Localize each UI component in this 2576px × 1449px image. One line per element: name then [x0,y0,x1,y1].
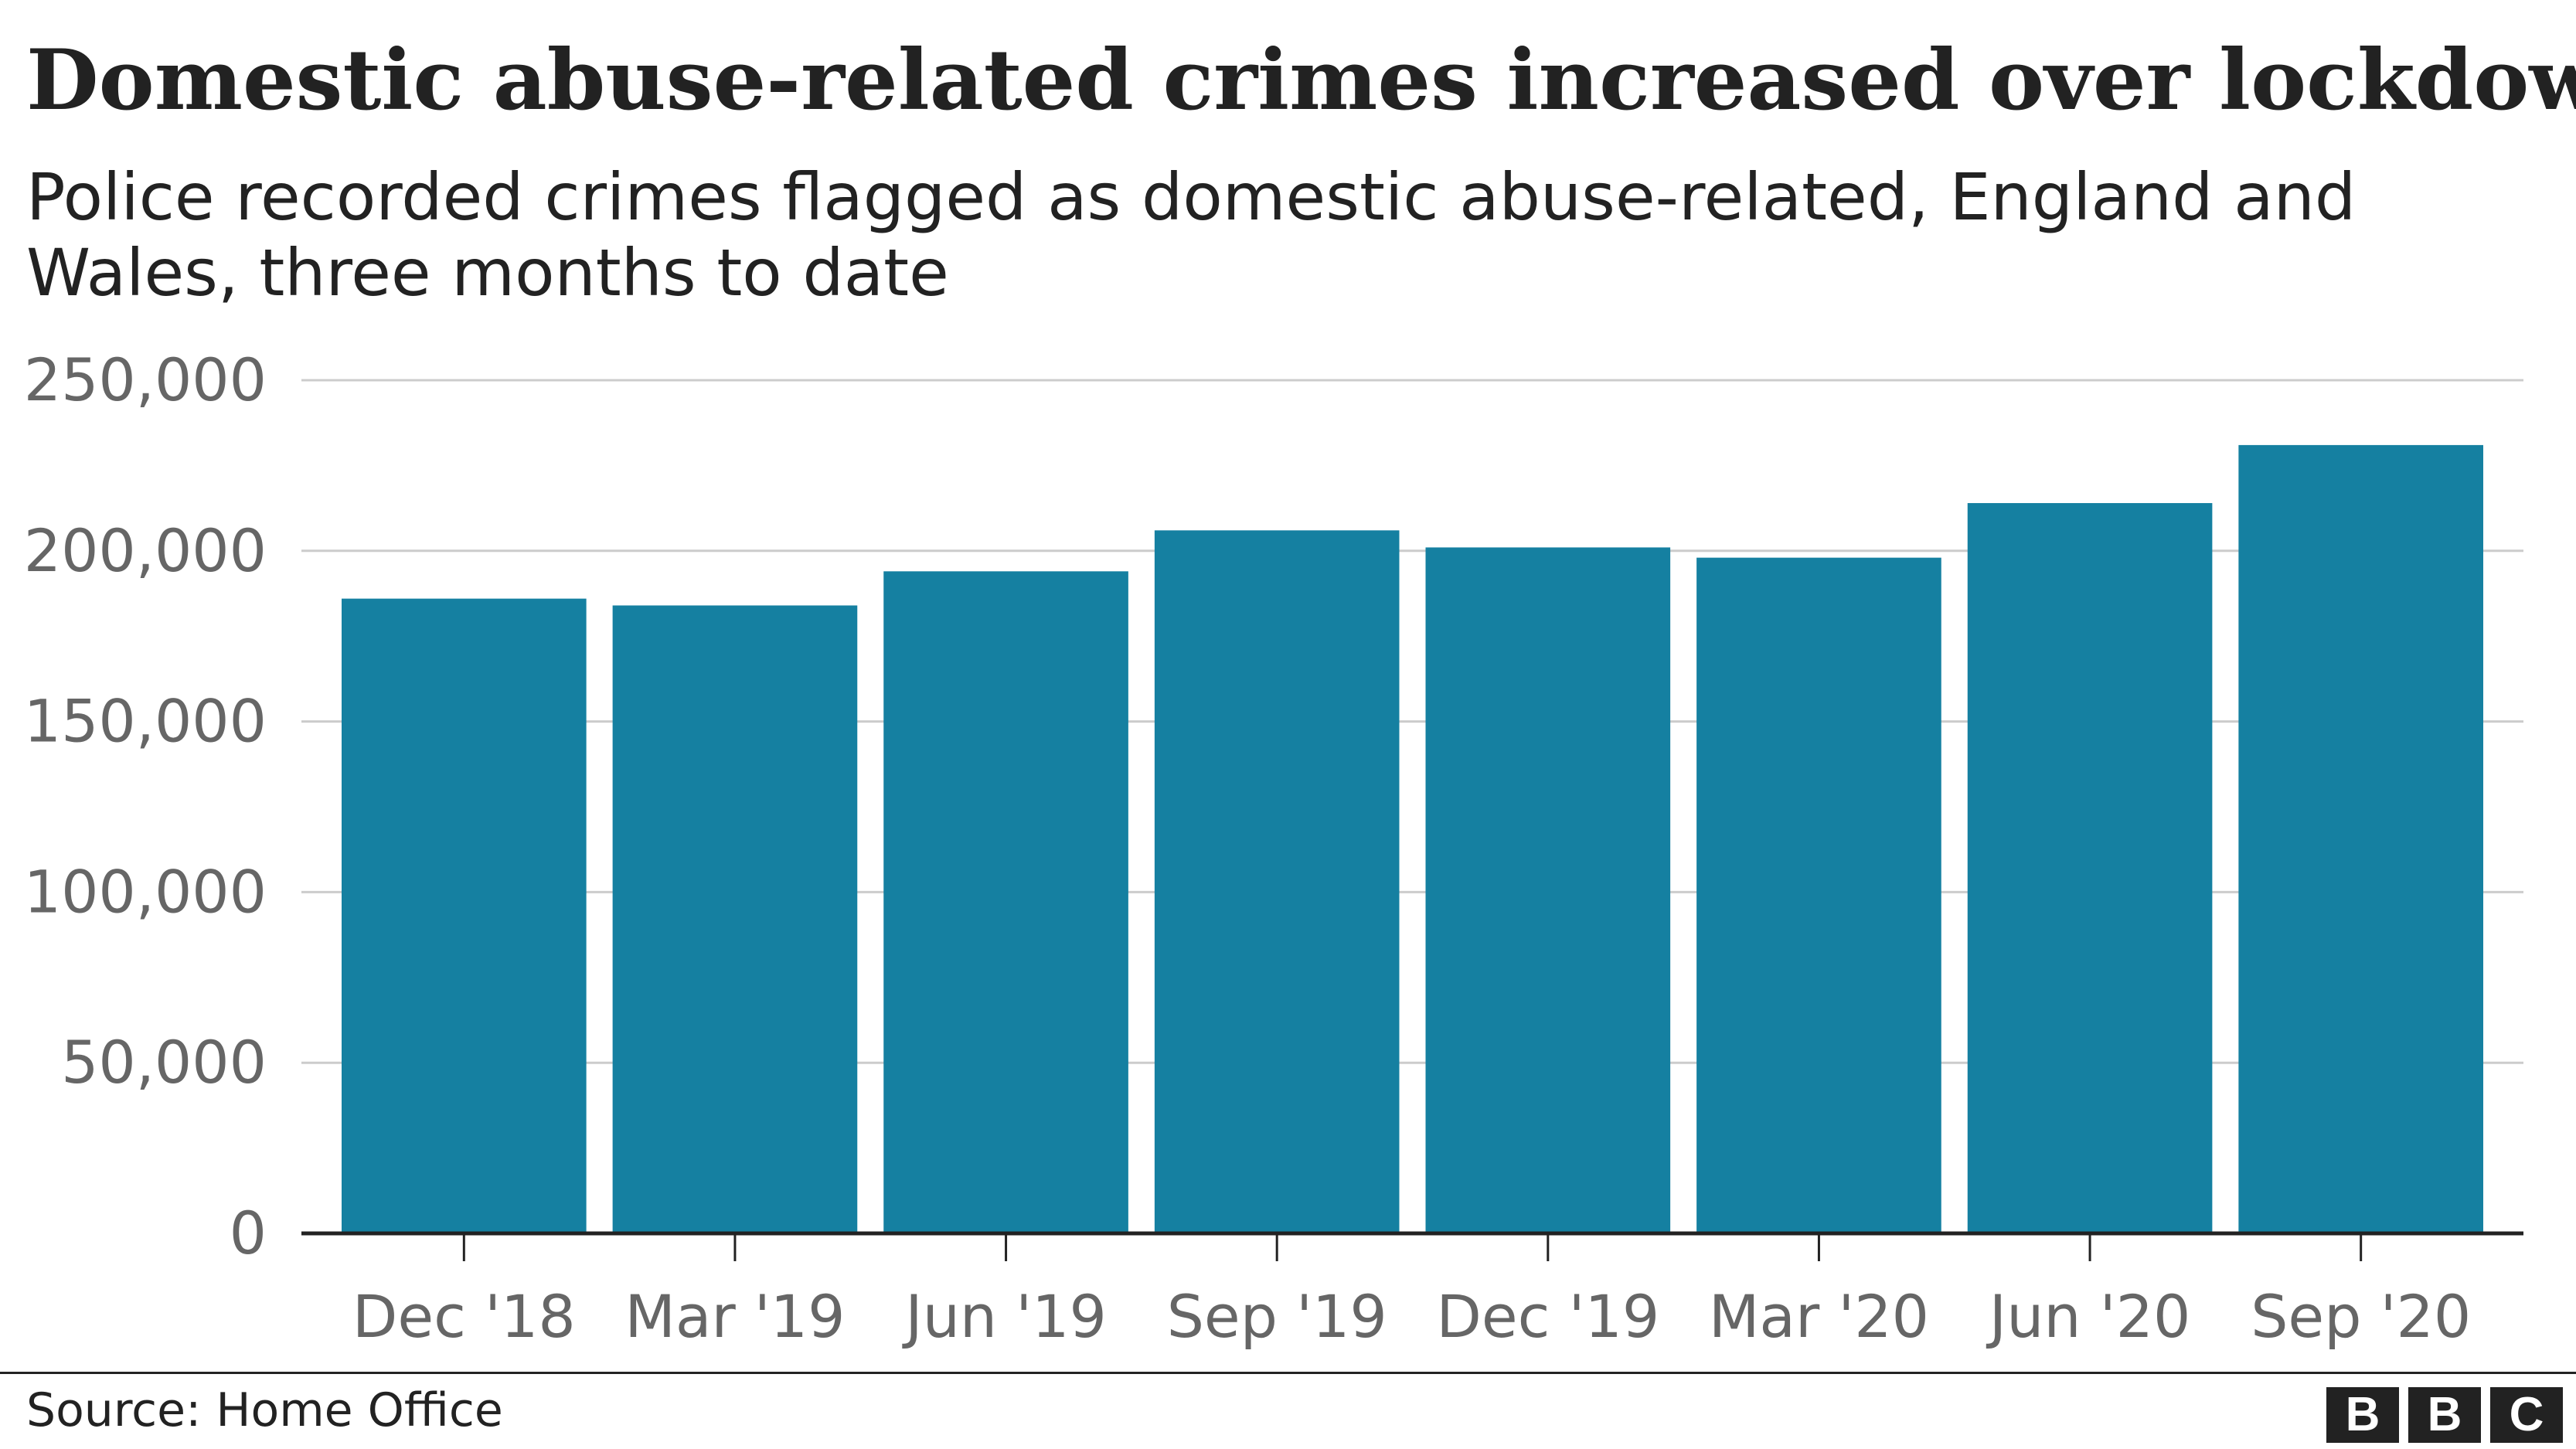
x-axis [301,1231,2523,1261]
y-tick-label: 200,000 [24,516,267,585]
x-tick-label: Mar '19 [624,1282,845,1351]
x-tick-label: Mar '20 [1709,1282,1929,1351]
y-tick-label: 100,000 [24,857,267,926]
chart-subtitle: Police recorded crimes flagged as domest… [26,159,2357,311]
y-tick-label: 50,000 [61,1028,267,1097]
y-tick-label: 0 [230,1199,267,1267]
chart-title: Domestic abuse-related crimes increased … [26,32,2576,129]
y-axis-labels: 0 50,000 100,000 150,000 200,000 250,000 [24,345,267,1267]
x-tick-label: Dec '18 [352,1282,576,1351]
x-tick-label: Sep '20 [2251,1282,2471,1351]
bar [1967,502,2213,1233]
bar [1696,557,1941,1233]
x-tick-label: Jun '20 [1986,1282,2191,1351]
x-tick-label: Dec '19 [1436,1282,1659,1351]
logo-letter-c: C [2490,1387,2563,1443]
bbc-logo: B B C [2326,1387,2563,1443]
bar [1154,530,1400,1233]
logo-letter-b2: B [2408,1387,2481,1443]
bars [342,444,2483,1233]
bar [612,605,858,1233]
bar [1425,547,1671,1233]
logo-letter-b1: B [2326,1387,2399,1443]
footer-divider [0,1372,2576,1374]
y-tick-label: 150,000 [24,687,267,756]
bar [342,598,587,1233]
bar [883,571,1128,1233]
y-tick-label: 250,000 [24,345,267,414]
bar [2238,444,2483,1233]
source-note: Source: Home Office [26,1383,503,1437]
x-axis-labels: Dec '18 Mar '19 Jun '19 Sep '19 Dec '19 Mar '… [352,1282,2471,1351]
x-tick-label: Sep '19 [1167,1282,1387,1351]
x-tick-label: Jun '19 [902,1282,1107,1351]
